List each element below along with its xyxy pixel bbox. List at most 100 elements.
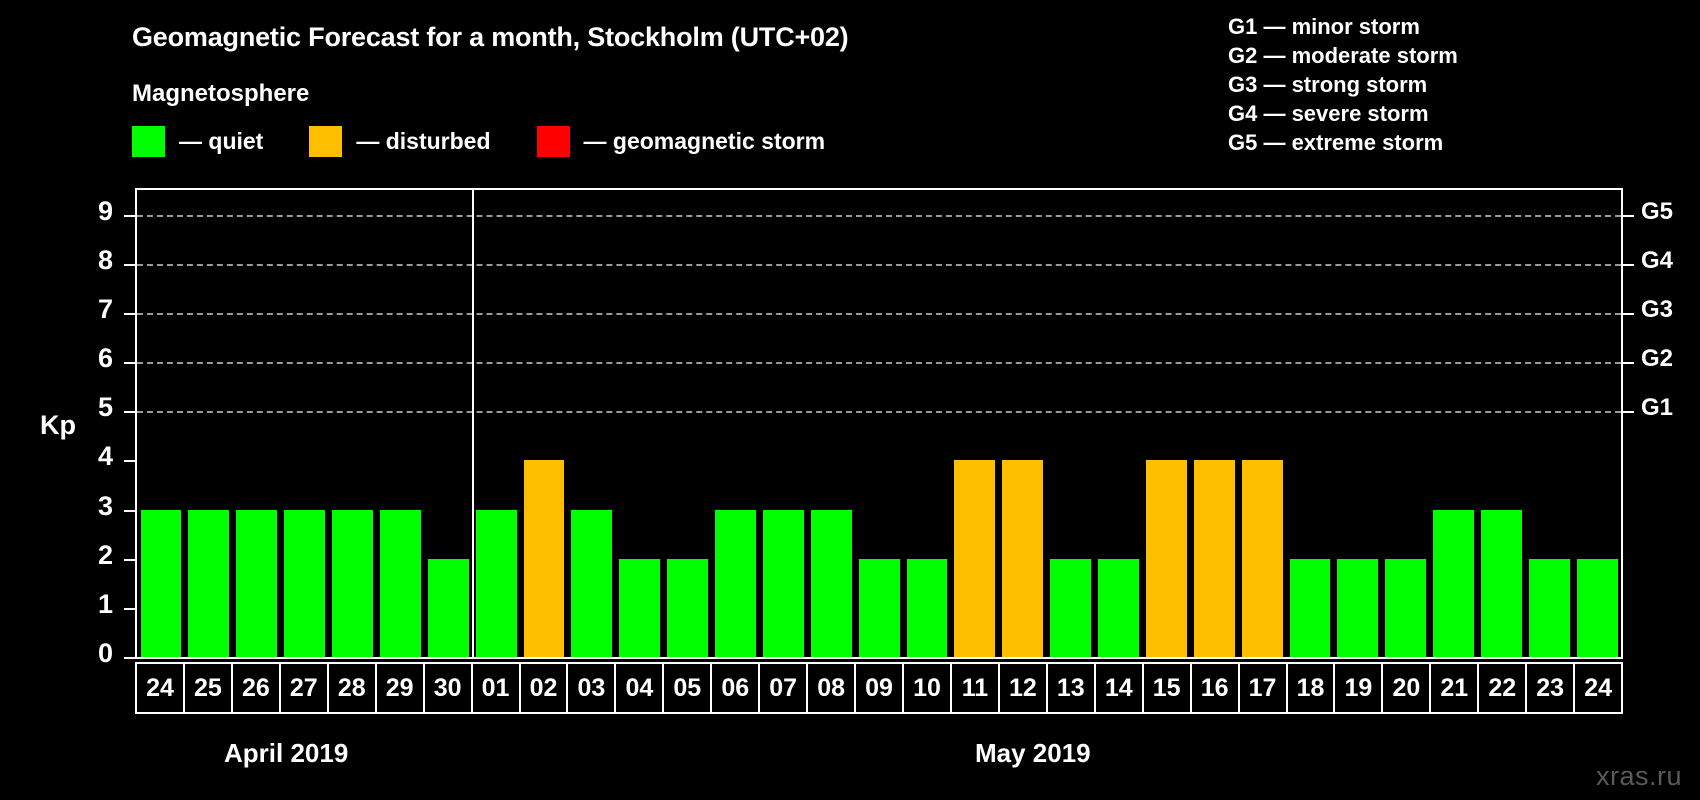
bar-cell	[903, 190, 951, 657]
bar-16-kp4	[1193, 460, 1235, 657]
bar-cell	[1573, 190, 1621, 657]
bar-cell	[1525, 190, 1573, 657]
bar-cell	[1047, 190, 1095, 657]
bar-cell	[1478, 190, 1526, 657]
gridline-kp-6	[137, 362, 1621, 365]
bar-cell	[1095, 190, 1143, 657]
bar-cell	[999, 190, 1047, 657]
day-label-01: 01	[472, 664, 521, 712]
gridline-kp-5	[137, 411, 1621, 414]
g-scale-row-1: G1 — minor storm	[1228, 14, 1420, 39]
g-scale-row-2: G2 — moderate storm	[1228, 43, 1458, 68]
kp-tick-label-7: 7	[97, 293, 113, 324]
plot-area	[135, 188, 1623, 659]
kp-tick-mark-1	[124, 607, 135, 610]
g-scale-row-3: G3 — strong storm	[1228, 72, 1428, 97]
bar-15-kp4	[1145, 460, 1187, 657]
day-label-24: 24	[137, 664, 185, 712]
kp-tick-label-9: 9	[97, 195, 113, 226]
day-label-20: 20	[1383, 664, 1432, 712]
bar-23-kp2	[1528, 558, 1570, 657]
day-label-28: 28	[328, 664, 377, 712]
bar-10-kp2	[906, 558, 948, 657]
day-label-17: 17	[1239, 664, 1288, 712]
day-label-15: 15	[1143, 664, 1192, 712]
bar-07-kp3	[762, 509, 804, 657]
kp-tick-label-0: 0	[97, 638, 113, 668]
bar-20-kp2	[1385, 558, 1427, 657]
month-divider-line	[472, 190, 475, 657]
kp-tick-mark-3	[124, 509, 135, 512]
legend-label: — quiet	[179, 128, 264, 154]
day-label-21: 21	[1431, 664, 1480, 712]
bar-01-kp3	[475, 509, 517, 657]
day-label-02: 02	[520, 664, 569, 712]
g-tick-label-G2: G2	[1641, 345, 1674, 373]
storm-swatch	[536, 126, 570, 157]
bar-cell	[1382, 190, 1430, 657]
bar-series	[137, 190, 1621, 657]
gridline-kp-9	[137, 214, 1621, 217]
bar-cell	[807, 190, 855, 657]
bar-24-kp2	[1576, 558, 1618, 657]
bar-12-kp4	[1002, 460, 1044, 657]
legend-item-2: — geomagnetic storm	[536, 126, 872, 157]
g-tick-mark-G3	[1623, 312, 1634, 315]
day-label-11: 11	[951, 664, 1000, 712]
gridline-kp-7	[137, 312, 1621, 315]
bar-08-kp3	[810, 509, 852, 657]
g-tick-label-G1: G1	[1641, 394, 1674, 422]
day-label-22: 22	[1479, 664, 1528, 712]
g-tick-label-G4: G4	[1641, 246, 1674, 274]
day-label-13: 13	[1047, 664, 1096, 712]
bar-21-kp3	[1433, 509, 1474, 657]
kp-tick-label-3: 3	[97, 490, 113, 521]
bar-cell	[951, 190, 999, 657]
kp-tick-mark-2	[124, 558, 135, 561]
kp-tick-label-5: 5	[97, 392, 113, 423]
bar-cell	[281, 190, 329, 657]
magnetosphere-label: Magnetosphere	[132, 80, 310, 107]
bar-cell	[1190, 190, 1238, 657]
day-label-24: 24	[1575, 664, 1622, 712]
bar-24-kp3	[140, 509, 182, 657]
bar-cell	[616, 190, 664, 657]
bar-28-kp3	[332, 509, 373, 657]
kp-tick-mark-7	[124, 312, 135, 315]
g-tick-label-G5: G5	[1641, 197, 1674, 225]
bar-29-kp3	[379, 509, 421, 657]
day-label-07: 07	[760, 664, 809, 712]
day-label-19: 19	[1335, 664, 1384, 712]
day-label-25: 25	[184, 664, 233, 712]
bar-19-kp2	[1337, 558, 1379, 657]
bar-18-kp2	[1289, 558, 1331, 657]
bar-cell	[376, 190, 424, 657]
bar-cell	[1142, 190, 1190, 657]
bar-25-kp3	[188, 509, 230, 657]
kp-tick-label-8: 8	[97, 244, 113, 275]
kp-tick-label-4: 4	[97, 441, 113, 472]
day-label-12: 12	[999, 664, 1048, 712]
day-label-27: 27	[280, 664, 329, 712]
g-tick-label-G3: G3	[1641, 295, 1674, 323]
bar-cell	[233, 190, 281, 657]
day-label-16: 16	[1191, 664, 1240, 712]
bar-05-kp2	[667, 558, 708, 657]
bar-06-kp3	[715, 509, 756, 657]
day-label-05: 05	[664, 664, 713, 712]
bar-cell	[568, 190, 616, 657]
day-label-26: 26	[232, 664, 281, 712]
month-caption-april: April 2019	[224, 738, 349, 768]
day-label-09: 09	[856, 664, 904, 712]
kp-tick-mark-8	[124, 263, 135, 266]
bar-cell	[759, 190, 807, 657]
bar-cell	[1430, 190, 1478, 657]
month-caption-may: May 2019	[975, 738, 1091, 768]
day-label-row: 24 25 26 27 28 29 30 01 02 03 04 05 06 07 08 09 10 11 12 13…	[135, 662, 1623, 714]
legend-label: — geomagnetic storm	[583, 128, 826, 154]
legend-label: — disturbed	[356, 128, 491, 154]
day-label-04: 04	[616, 664, 665, 712]
bar-cell	[472, 190, 520, 657]
day-label-06: 06	[712, 664, 761, 712]
